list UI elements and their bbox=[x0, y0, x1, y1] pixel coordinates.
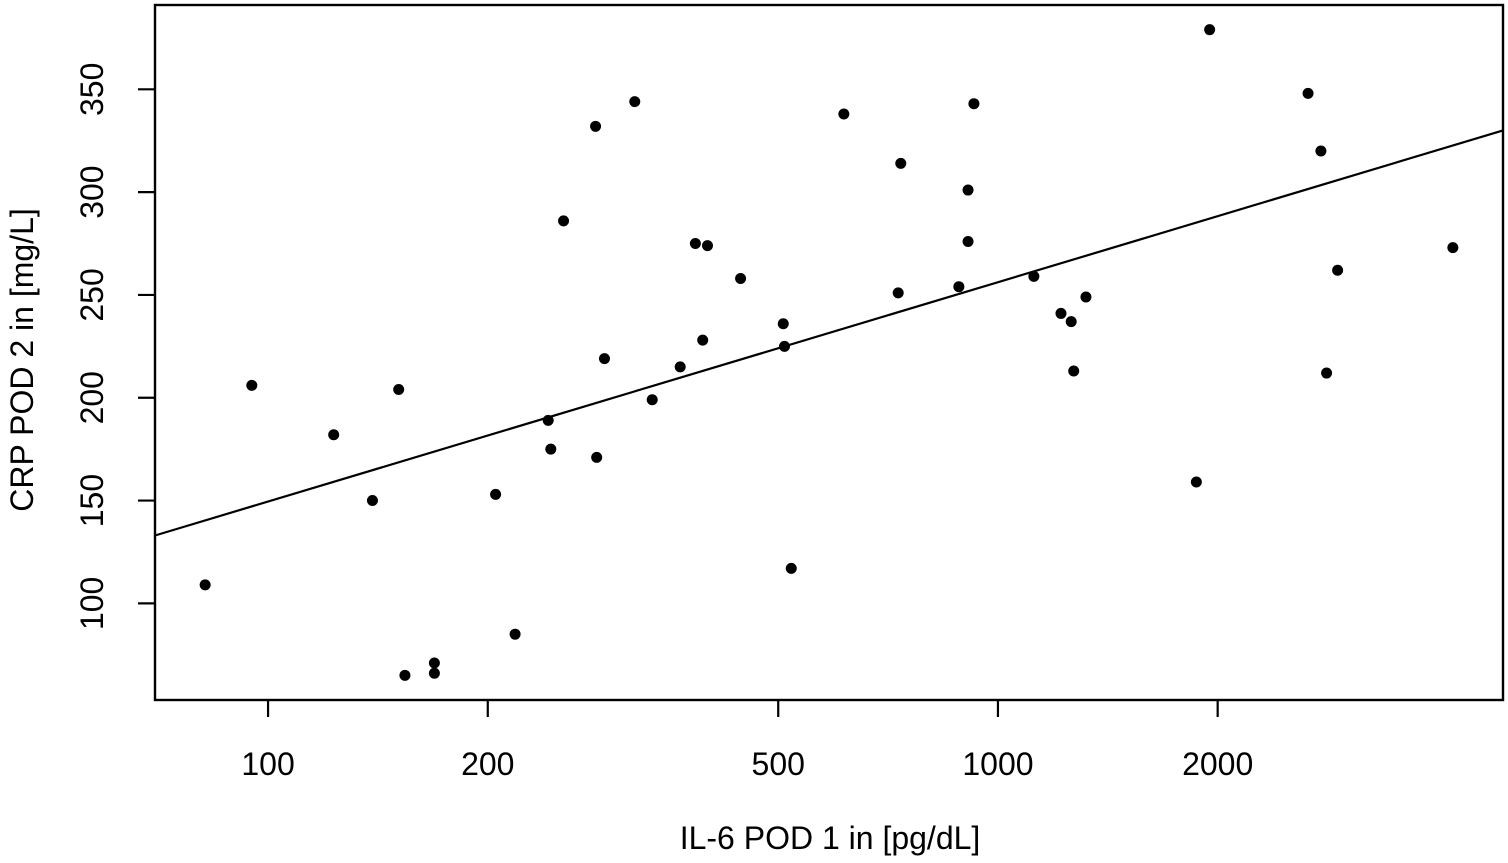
data-point bbox=[892, 287, 904, 299]
data-point bbox=[777, 318, 789, 330]
y-tick-label: 350 bbox=[74, 63, 110, 116]
data-point bbox=[962, 184, 974, 196]
x-tick-label: 200 bbox=[461, 746, 514, 782]
data-point bbox=[509, 628, 521, 640]
y-tick-label: 200 bbox=[74, 371, 110, 424]
data-point bbox=[1080, 291, 1092, 303]
data-point bbox=[953, 281, 965, 293]
data-point bbox=[1190, 476, 1202, 488]
data-point bbox=[779, 340, 791, 352]
data-point bbox=[366, 495, 378, 507]
x-axis-title: IL-6 POD 1 in [pg/dL] bbox=[680, 820, 981, 856]
data-point bbox=[1068, 365, 1080, 377]
data-point bbox=[1332, 264, 1344, 276]
y-tick-label: 100 bbox=[74, 577, 110, 630]
x-tick-label: 1000 bbox=[962, 746, 1033, 782]
data-point bbox=[962, 235, 974, 247]
data-point bbox=[598, 353, 610, 365]
data-point bbox=[1055, 307, 1067, 319]
data-point bbox=[545, 443, 557, 455]
data-point bbox=[199, 579, 211, 591]
data-point bbox=[895, 157, 907, 169]
data-point bbox=[1321, 367, 1333, 379]
data-point bbox=[590, 120, 602, 132]
data-point bbox=[674, 361, 686, 373]
data-point bbox=[591, 451, 603, 463]
data-point bbox=[490, 488, 502, 500]
data-point bbox=[646, 394, 658, 406]
data-point bbox=[1204, 24, 1216, 36]
data-point bbox=[1028, 270, 1040, 282]
data-point bbox=[1065, 316, 1077, 328]
data-point bbox=[689, 238, 701, 250]
data-point bbox=[246, 379, 258, 391]
data-point bbox=[428, 667, 440, 679]
data-point bbox=[428, 657, 440, 669]
plot-border bbox=[153, 3, 1505, 702]
regression-line bbox=[154, 129, 1504, 537]
data-point bbox=[697, 334, 709, 346]
data-point bbox=[1447, 242, 1459, 254]
x-tick-label: 500 bbox=[752, 746, 805, 782]
data-point bbox=[735, 272, 747, 284]
y-tick-label: 250 bbox=[74, 268, 110, 321]
x-tick-label: 2000 bbox=[1182, 746, 1253, 782]
y-tick-label: 150 bbox=[74, 474, 110, 527]
data-point bbox=[393, 384, 405, 396]
data-point bbox=[968, 98, 980, 110]
data-point bbox=[838, 108, 850, 120]
y-axis-title: CRP POD 2 in [mg/L] bbox=[4, 208, 40, 512]
plot-layer: 100 200 500 1000 2000 100 150 200 250 300 350 bbox=[74, 3, 1505, 782]
data-point bbox=[1315, 145, 1327, 157]
data-point bbox=[399, 669, 411, 681]
y-tick-label: 300 bbox=[74, 165, 110, 218]
data-point bbox=[542, 414, 554, 426]
data-point bbox=[701, 240, 713, 252]
data-point bbox=[558, 215, 570, 227]
data-point bbox=[328, 429, 340, 441]
data-point bbox=[1302, 87, 1314, 99]
data-point bbox=[785, 562, 797, 574]
x-tick-label: 100 bbox=[241, 746, 294, 782]
data-point bbox=[629, 96, 641, 108]
